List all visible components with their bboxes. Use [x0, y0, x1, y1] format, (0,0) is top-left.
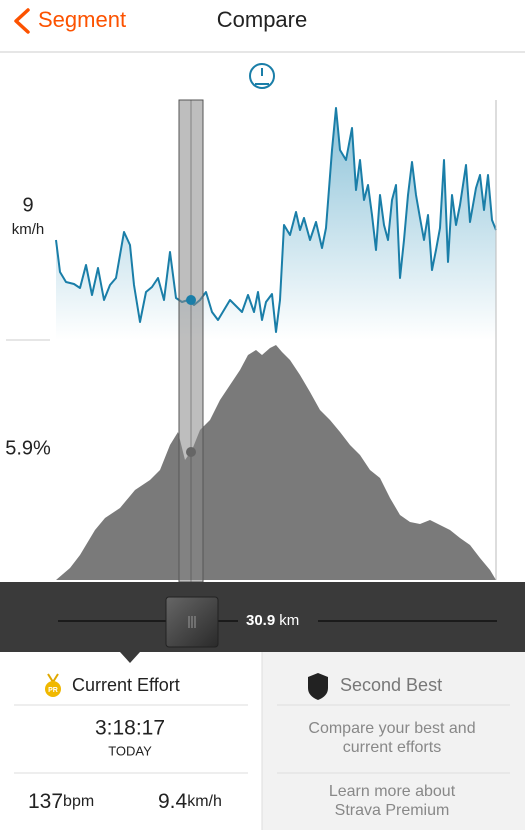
heart-rate: 137bpm [28, 790, 94, 813]
back-button[interactable]: Segment [14, 7, 126, 34]
back-label[interactable]: Segment [38, 7, 126, 32]
elevation-profile [56, 345, 496, 580]
link-text[interactable]: Strava Premium [335, 802, 450, 819]
slider-bar [0, 582, 525, 652]
second-best-panel [262, 652, 525, 830]
avg-speed-value: 9.4 [158, 790, 188, 813]
pr-badge: PR [48, 687, 58, 694]
distance-unit: km [279, 612, 299, 629]
effort-date: TODAY [108, 743, 152, 758]
distance-label: 30.9 km [246, 612, 299, 629]
heart-rate-value: 137 [28, 790, 63, 813]
avg-speed-unit: km/h [187, 793, 222, 810]
back-icon[interactable] [14, 8, 30, 34]
page-title: Compare [217, 7, 307, 32]
position-selector[interactable] [178, 99, 204, 583]
distance-value: 30.9 [246, 612, 275, 629]
second-best-title: Second Best [340, 675, 442, 695]
shield-icon [308, 673, 328, 700]
link-text[interactable]: Learn more about [329, 783, 456, 800]
panel-pointer [120, 652, 140, 663]
speed-value: 9 [22, 194, 33, 216]
info-text: Compare your best and [308, 720, 475, 737]
heart-rate-unit: bpm [63, 793, 94, 810]
premium-link[interactable]: Learn more about Strava Premium [329, 783, 456, 819]
speed-unit: km/h [12, 221, 45, 238]
effort-time: 3:18:17 [95, 717, 165, 740]
speed-line [55, 107, 497, 333]
pr-medal: PR [45, 673, 61, 697]
gauge-icon[interactable] [249, 63, 275, 89]
speed-area [56, 108, 496, 340]
slider-thumb[interactable] [165, 596, 219, 648]
info-text: current efforts [343, 739, 441, 756]
avg-speed: 9.4km/h [158, 790, 222, 813]
current-effort-title: Current Effort [72, 675, 180, 695]
grade-value: 5.9% [5, 437, 51, 459]
